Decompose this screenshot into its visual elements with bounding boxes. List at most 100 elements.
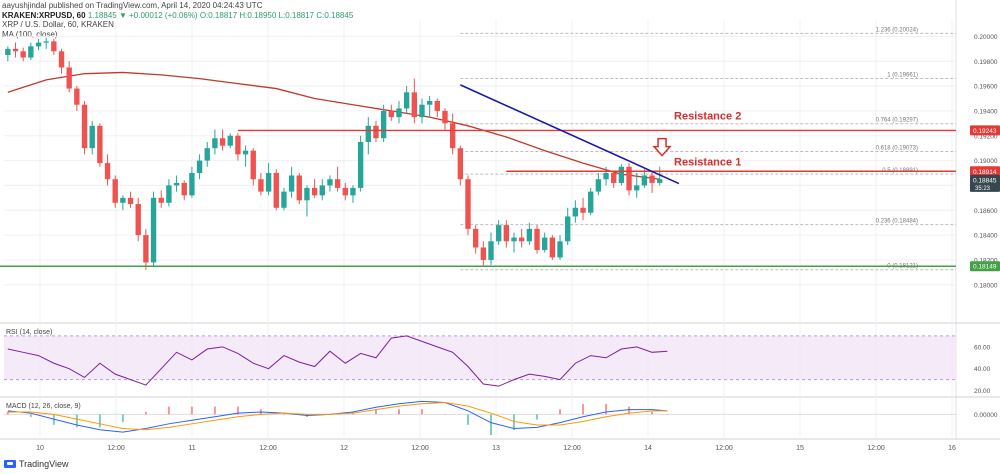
candle-body [143,235,149,263]
macd-histogram-bar [536,414,539,420]
candle-body [511,237,517,242]
candle-body [104,163,111,180]
rsi-band [4,335,956,380]
candle-body [127,197,134,205]
candle-body [20,51,26,58]
candle-body [166,185,172,203]
candle-body [97,125,103,164]
macd-histogram-bar [651,411,654,415]
candle-body [442,110,448,124]
footer-brand: TradingView [19,459,69,469]
candle-body [158,197,164,203]
candle-body [472,228,479,248]
rsi-tick: 40.00 [974,366,991,373]
price-tag-label: 0.19243 [973,128,997,135]
candle-body [58,51,65,68]
candle-body [296,175,302,201]
candle-body [634,185,640,191]
last-price-tag [970,174,1000,192]
exchange-pair: KRAKEN:XRPUSD, 60 [2,10,86,20]
x-tick-label: 15 [796,445,804,452]
trendline[interactable] [459,84,680,185]
rsi-tick: 20.00 [974,388,991,395]
macd-histogram-bar [420,409,423,415]
macd-histogram-bar [236,406,239,415]
candle-body [549,237,556,258]
macd-histogram-bar [75,414,78,428]
candle-body [242,150,249,155]
x-tick-label: 12:00 [259,445,277,452]
candle-body [12,48,19,52]
symbol-description: XRP / U.S. Dollar, 60, KRAKEN [2,20,114,29]
candle-body [373,125,379,139]
candle-body [534,228,540,250]
candle-body [196,160,203,173]
candle-body [611,173,617,183]
candle-body [357,141,364,188]
price-tag-label: 0.18149 [973,264,997,271]
macd-histogram-bar [29,414,32,417]
candle-body [288,175,295,192]
candle-body [380,110,387,139]
price-tag-label: 0.18914 [973,169,997,176]
candle-body [5,48,11,56]
rsi-pane: RSI (14, close) 60.00 40.00 20.00 [4,329,991,395]
candle-body [227,135,233,146]
publisher-line: aayushjindal published on TradingView.co… [2,1,263,10]
x-tick-label: 12:00 [411,445,429,452]
y-tick-label: 0.18600 [974,208,998,215]
candle-body [51,41,57,52]
horizontal-lines [0,129,956,267]
candle-body [204,148,210,161]
x-tick-label: 10 [36,445,44,452]
candle-body [526,228,533,242]
y-tick-label: 0.18200 [974,257,998,264]
x-tick-label: 12:00 [867,445,885,452]
x-tick-label: 12 [340,445,348,452]
candle-body [265,173,272,192]
x-tick-label: 11 [188,445,195,452]
macd-pane: MACD (12, 26, close, 9) 0.00000 [4,400,998,436]
y-tick-label: 0.19200 [974,133,998,140]
y-tick-label: 0.19600 [974,84,998,91]
candle-body [281,191,287,208]
candle-body [495,225,502,242]
candle-body [235,135,241,155]
x-tick-label: 12:00 [107,445,125,452]
candle-body [212,138,218,149]
macd-histogram-bar [513,414,516,430]
candle-body [135,204,141,236]
fib-label: 0.618 (0.19073) [876,146,918,152]
candle-body [657,179,663,183]
y-tick-label: 0.18000 [974,282,998,289]
macd-histogram-bar [490,414,493,436]
price-tag [970,125,1000,136]
candle-body [181,182,187,196]
candle-body [434,100,441,111]
candle-body [28,46,34,58]
candle-body [304,187,310,201]
price-tag [970,261,1000,272]
candle-body [189,173,195,196]
candle-body [311,187,318,196]
macd-histogram-bar [213,406,216,415]
y-tick-label: 0.19400 [974,108,998,115]
candle-body [626,166,632,191]
candle-body [572,207,579,217]
x-tick-label: 12:00 [563,445,581,452]
signal-line [7,402,668,431]
macd-histogram-bar [666,414,669,415]
macd-histogram-bar [466,414,469,425]
macd-histogram-bar [605,403,608,415]
candle-body [396,108,402,118]
candle-body [588,191,594,213]
chart-header: aayushjindal published on TradingView.co… [2,1,353,39]
candle-body [618,166,625,183]
y-tick-label: 0.18400 [974,233,998,240]
macd-histogram-bar [559,409,562,415]
time-axis: 10 12:00 11 12:00 12 12:00 13 12:00 14 12:00 15 12:… [36,445,956,452]
candle-body [66,67,72,89]
candle-body [603,173,609,180]
price-axis: 0.20000 0.19800 0.19600 0.19400 0.19200 0.190… [970,34,1000,289]
